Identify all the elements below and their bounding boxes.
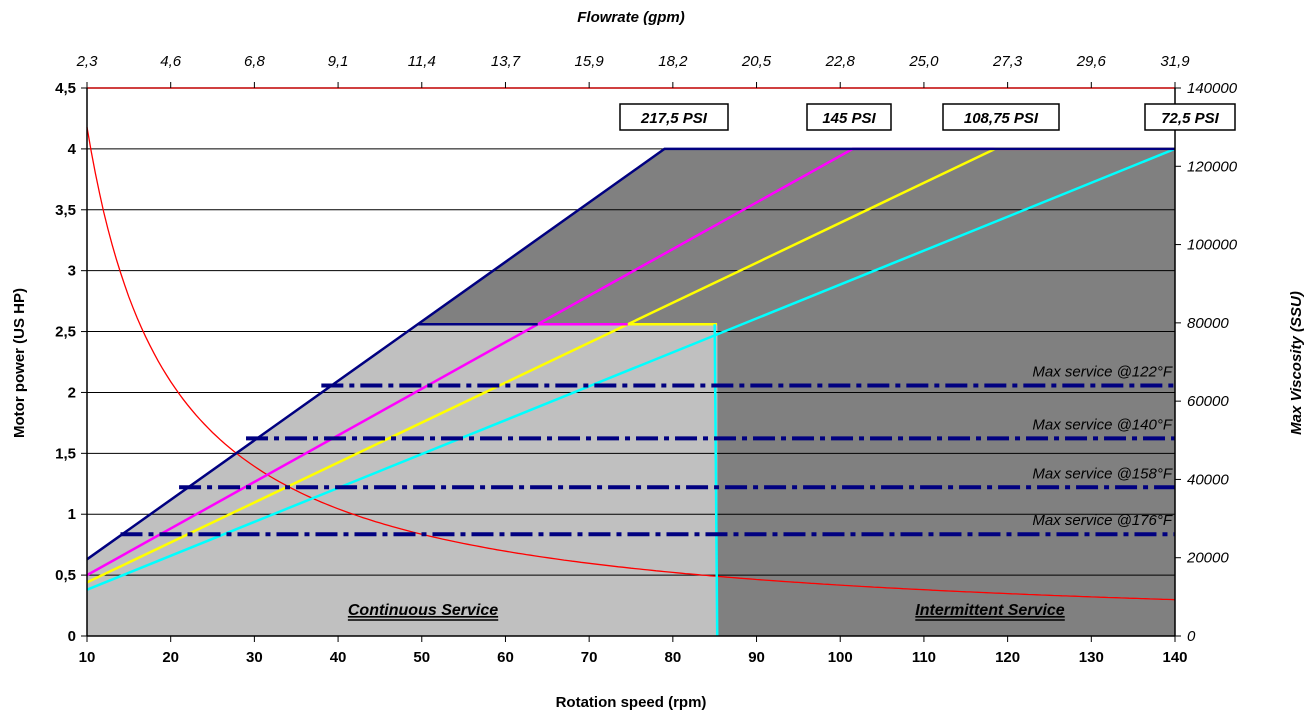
y2-tick-label: 120000 xyxy=(1187,158,1238,175)
x2-axis-title: Flowrate (gpm) xyxy=(577,9,685,26)
y-tick-label: 3 xyxy=(68,263,76,280)
line-217-psi xyxy=(86,147,1175,561)
x2-tick-label: 2,3 xyxy=(76,53,99,70)
x-tick-label: 50 xyxy=(413,649,430,666)
x2-tick-label: 13,7 xyxy=(491,53,521,70)
y2-tick-label: 100000 xyxy=(1187,237,1238,254)
data-lines xyxy=(86,126,1176,637)
x2-tick-label: 31,9 xyxy=(1160,53,1190,70)
y2-tick-label: 80000 xyxy=(1187,315,1229,332)
service-line-label: Max service @176°F xyxy=(1032,512,1172,529)
service-temperature-lines xyxy=(120,383,1175,537)
y-tick-label: 2 xyxy=(68,384,76,401)
x2-tick-label: 6,8 xyxy=(244,53,266,70)
y2-tick-label: 0 xyxy=(1187,628,1196,645)
y-tick-label: 2,5 xyxy=(55,324,76,341)
y-tick-label: 1,5 xyxy=(55,445,76,462)
y-tick-label: 3,5 xyxy=(55,202,76,219)
x-tick-label: 140 xyxy=(1162,649,1187,666)
x2-tick-label: 29,6 xyxy=(1076,53,1107,70)
intermittent-service-label: Intermittent Service xyxy=(915,602,1064,619)
line-72-psi xyxy=(86,147,1176,591)
x-tick-label: 30 xyxy=(246,649,263,666)
service-line-label: Max service @140°F xyxy=(1032,416,1172,433)
psi-label: 72,5 PSI xyxy=(1161,110,1219,127)
continuous-speed-limit-line xyxy=(713,324,719,637)
x-tick-label: 10 xyxy=(79,649,96,666)
y-tick-label: 0,5 xyxy=(55,567,76,584)
service-line-label: Max service @122°F xyxy=(1032,363,1172,380)
psi-label: 108,75 PSI xyxy=(964,110,1039,127)
x2-tick-label: 22,8 xyxy=(825,53,856,70)
x2-tick-label: 9,1 xyxy=(328,53,349,70)
psi-label-box xyxy=(619,103,729,131)
y2-tick-label: 40000 xyxy=(1187,471,1229,488)
x-tick-label: 20 xyxy=(162,649,179,666)
x-tick-label: 40 xyxy=(330,649,347,666)
psi-label: 145 PSI xyxy=(822,110,876,127)
y2-axis-title: Max Viscosity (SSU) xyxy=(1288,291,1305,435)
x-tick-label: 120 xyxy=(995,649,1020,666)
x2-tick-label: 18,2 xyxy=(658,53,688,70)
x2-tick-label: 15,9 xyxy=(575,53,605,70)
x2-tick-label: 27,3 xyxy=(992,53,1023,70)
x2-tick-label: 20,5 xyxy=(741,53,772,70)
chart-labels: Max service @122°F Max service @140°F Max … xyxy=(347,103,1236,621)
x-tick-label: 80 xyxy=(665,649,682,666)
x-tick-label: 70 xyxy=(581,649,598,666)
x-tick-label: 110 xyxy=(912,649,936,666)
psi-label-box xyxy=(942,103,1060,131)
psi-label: 217,5 PSI xyxy=(640,110,708,127)
y2-tick-label: 20000 xyxy=(1186,550,1229,567)
y-tick-label: 4 xyxy=(68,141,77,158)
continuous-service-zone xyxy=(87,324,718,636)
y2-tick-label: 140000 xyxy=(1187,80,1238,97)
y-tick-label: 1 xyxy=(68,506,76,523)
y-tick-label: 0 xyxy=(68,628,76,645)
x-axis-title: Rotation speed (rpm) xyxy=(556,694,707,711)
x-tick-label: 60 xyxy=(497,649,514,666)
x-tick-label: 90 xyxy=(748,649,765,666)
psi-label-box xyxy=(1144,103,1236,131)
x-tick-label: 100 xyxy=(828,649,853,666)
psi-label-box xyxy=(806,103,892,131)
continuous-service-label: Continuous Service xyxy=(348,602,498,619)
y2-tick-label: 60000 xyxy=(1187,393,1229,410)
x-tick-label: 130 xyxy=(1079,649,1104,666)
x2-tick-label: 4,6 xyxy=(160,53,182,70)
y-tick-label: 4,5 xyxy=(55,80,76,97)
x2-tick-label: 25,0 xyxy=(908,53,939,70)
x2-tick-label: 11,4 xyxy=(408,53,436,70)
service-line-label: Max service @158°F xyxy=(1032,465,1172,482)
y-axis-title: Motor power (US HP) xyxy=(11,288,28,438)
